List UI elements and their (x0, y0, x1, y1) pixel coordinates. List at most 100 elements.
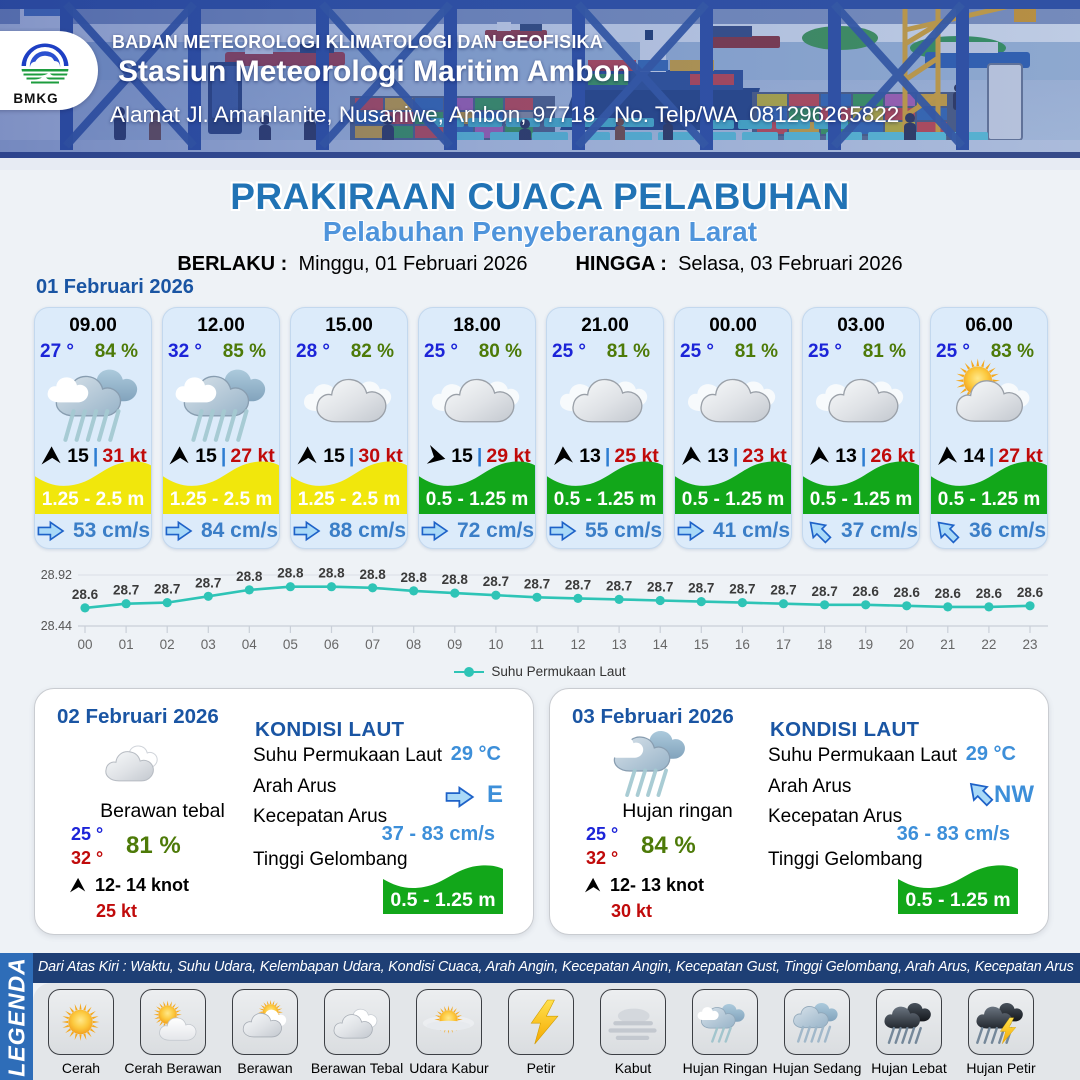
legend-item-label: Kabut (614, 1060, 652, 1076)
legend-item-label: Cerah (61, 1060, 101, 1076)
sst-value: 29 °C (965, 743, 1016, 765)
wind-gust: 23 kt (742, 445, 787, 467)
card-wind-row: 15 | 29 kt (419, 444, 535, 469)
card-time: 06.00 (965, 315, 1013, 336)
current-direction-label: Arah Arus (253, 776, 337, 797)
current-direction-value: NW (994, 781, 1034, 808)
wave-height-band: 0.5 - 1.25 m (419, 460, 535, 514)
current-speed: 55 cm/s (584, 519, 663, 542)
legend-item-icon (876, 989, 942, 1055)
svg-text:01: 01 (119, 637, 134, 652)
wind-speed: 15 (451, 445, 473, 467)
svg-text:06: 06 (324, 637, 339, 652)
forecast-card: 06.00 25 ° 83 % 14 | 27 kt 0.5 - 1.25 m … (930, 307, 1048, 549)
legend-item: Hujan Ringan (683, 989, 767, 1076)
wave-height-label: Tinggi Gelombang (768, 849, 923, 870)
wind-gust: 27 kt (230, 445, 275, 467)
day-wind-gust: 30 kt (611, 901, 653, 921)
bmkg-logo-text: BMKG (13, 91, 59, 106)
weather-icon (811, 358, 913, 440)
current-speed: 72 cm/s (456, 519, 535, 542)
bmkg-logo-icon (21, 43, 69, 91)
current-speed: 37 cm/s (840, 519, 919, 542)
wave-height-value: 0.5 - 1.25 m (809, 489, 913, 510)
day-temp-min: 25 ° (586, 824, 619, 844)
sea-conditions-title: KONDISI LAUT (770, 718, 920, 741)
wave-height-value: 0.5 - 1.25 m (425, 489, 529, 510)
current-speed-value: 36 - 83 cm/s (896, 823, 1010, 845)
forecast-card: 18.00 25 ° 80 % 15 | 29 kt 0.5 - 1.25 m … (418, 307, 536, 549)
svg-text:09: 09 (447, 637, 462, 652)
legend-header-text: Dari Atas Kiri : Waktu, Suhu Udara, Kele… (38, 959, 1074, 975)
legend-item-icon (232, 989, 298, 1055)
day-temp-max: 32 ° (586, 848, 619, 868)
card-temp-humidity-row: 32 ° 85 % (163, 341, 279, 363)
sst-label: Suhu Permukaan Laut (768, 745, 958, 766)
weather-icon (939, 358, 1041, 440)
wave-height-value: 0.5 - 1.25 m (390, 889, 496, 911)
sst-label: Suhu Permukaan Laut (253, 745, 443, 766)
wave-height-value: 0.5 - 1.25 m (905, 889, 1011, 911)
current-direction-icon (292, 518, 322, 544)
day-wind-row: 12- 13 knot (583, 875, 704, 896)
legend-item: Cerah (48, 989, 114, 1076)
svg-text:28.8: 28.8 (359, 567, 386, 582)
svg-text:19: 19 (858, 637, 873, 652)
chart-legend: Suhu Permukaan Laut (0, 664, 1080, 679)
svg-text:28.7: 28.7 (565, 577, 591, 592)
wind-direction-icon (935, 444, 960, 469)
card-current-row: 41 cm/s (675, 514, 791, 548)
legend-item: Hujan Sedang (773, 989, 861, 1076)
wave-height-band: 0.5 - 1.25 m (675, 460, 791, 514)
svg-text:28.7: 28.7 (729, 582, 755, 597)
card-temp-humidity-row: 27 ° 84 % (35, 341, 151, 363)
current-direction-icon (420, 518, 450, 544)
legend-vertical-label: LEGENDA (3, 956, 29, 1077)
card-temp-humidity-row: 25 ° 83 % (931, 341, 1047, 363)
forecast-card: 09.00 27 ° 84 % 15 | 31 kt 1.25 - 2.5 m … (34, 307, 152, 549)
wind-speed: 13 (835, 445, 857, 467)
current-speed-value: 37 - 83 cm/s (381, 823, 495, 845)
current-speed: 88 cm/s (328, 519, 407, 542)
day-wind-gust: 25 kt (96, 901, 138, 921)
current-speed: 53 cm/s (72, 519, 151, 542)
forecast-card: 00.00 25 ° 81 % 13 | 23 kt 0.5 - 1.25 m … (674, 307, 792, 549)
svg-text:28.7: 28.7 (154, 582, 180, 597)
valid-to-value: Selasa, 03 Februari 2026 (678, 253, 903, 275)
current-speed-label: Kecepatan Arus (253, 806, 388, 827)
wave-height-band: 0.5 - 1.25 m (547, 460, 663, 514)
wave-height-band: 1.25 - 2.5 m (163, 460, 279, 514)
bmkg-logo: BMKG (0, 31, 98, 110)
svg-text:15: 15 (694, 637, 709, 652)
svg-text:18: 18 (817, 637, 832, 652)
forecast-card: 03.00 25 ° 81 % 13 | 26 kt 0.5 - 1.25 m … (802, 307, 920, 549)
current-direction-icon (36, 518, 66, 544)
card-wind-row: 14 | 27 kt (931, 444, 1047, 469)
svg-text:28.8: 28.8 (318, 566, 345, 581)
wind-gust: 29 kt (486, 445, 531, 467)
wind-direction-icon (423, 444, 448, 469)
legend-item-icon (324, 989, 390, 1055)
current-speed: 41 cm/s (712, 519, 791, 542)
card-humidity: 81 % (734, 341, 778, 362)
agency-name: BADAN METEOROLOGI KLIMATOLOGI DAN GEOFIS… (112, 32, 603, 52)
card-time: 15.00 (325, 315, 373, 336)
wave-height-value: 0.5 - 1.25 m (681, 489, 785, 510)
svg-text:28.7: 28.7 (811, 584, 837, 599)
harbor-illustration (0, 0, 1080, 158)
svg-text:28.7: 28.7 (113, 583, 139, 598)
page-subtitle: Pelabuhan Penyeberangan Larat (322, 216, 758, 247)
card-humidity: 84 % (94, 341, 138, 362)
svg-text:28.7: 28.7 (688, 581, 714, 596)
wave-height-value: 1.25 - 2.5 m (297, 489, 401, 510)
wave-height-badge: 0.5 - 1.25 m (383, 864, 503, 914)
legend-item: Berawan Tebal (311, 989, 403, 1076)
valid-to-label: HINGGA : (575, 253, 667, 275)
day-temp-max: 32 ° (71, 848, 104, 868)
card-time: 21.00 (581, 315, 629, 336)
day-weather-icon (600, 721, 696, 797)
card-humidity: 82 % (350, 341, 394, 362)
card-humidity: 80 % (478, 341, 522, 362)
current-direction-icon (964, 779, 996, 807)
svg-text:14: 14 (653, 637, 669, 652)
